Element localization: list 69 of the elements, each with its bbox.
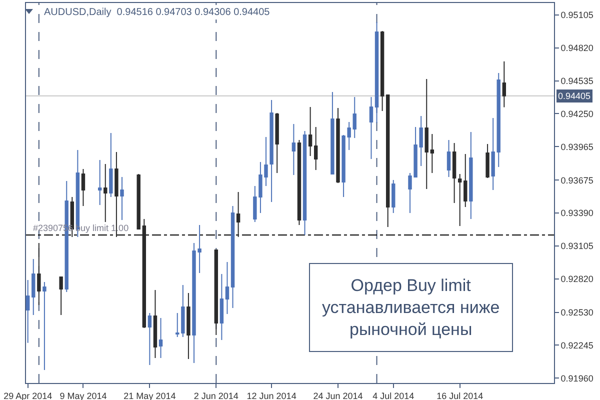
candlestick xyxy=(458,174,462,226)
candlestick xyxy=(220,274,224,341)
candlestick xyxy=(81,168,86,206)
candlestick xyxy=(464,154,468,208)
annotation: Ордер Buy limit устанавливается ниже рыночной цены xyxy=(322,276,500,340)
candlestick xyxy=(59,276,63,316)
candlestick xyxy=(214,249,218,336)
candlestick xyxy=(452,142,456,204)
candlestick xyxy=(502,60,506,108)
candlestick xyxy=(153,290,158,358)
candlestick xyxy=(374,22,379,124)
candlestick xyxy=(380,30,384,112)
x-tick-label: 2 Jun 2014 xyxy=(194,390,238,400)
y-tick-label: 0.91960 xyxy=(560,373,594,384)
candlestick xyxy=(430,134,434,174)
x-tick-label: 12 Jun 2014 xyxy=(246,390,296,400)
candlestick xyxy=(225,261,230,314)
y-tick-label: 0.93675 xyxy=(560,175,594,186)
x-tick-label: 4 Jul 2014 xyxy=(372,390,414,400)
candlestick xyxy=(26,280,30,344)
y-tick-label: 0.92820 xyxy=(560,274,594,284)
chart-title: AUDUSD,Daily 0.94516 0.94703 0.94306 0.94405 xyxy=(44,7,270,18)
candlestick xyxy=(275,112,279,174)
candlestick xyxy=(148,312,152,366)
candlestick xyxy=(369,96,374,160)
candlestick xyxy=(37,242,41,306)
candlestick xyxy=(446,140,451,178)
candlestick xyxy=(98,160,102,206)
candlestick xyxy=(236,192,240,238)
candlestick xyxy=(42,281,46,370)
candlestick xyxy=(104,163,108,223)
candlestick xyxy=(136,174,140,230)
y-tick-label: 0.93105 xyxy=(560,241,594,252)
y-tick-label: 0.94820 xyxy=(560,43,594,54)
candlestick xyxy=(469,131,473,220)
candlestick xyxy=(158,317,163,358)
candlestick xyxy=(176,312,180,338)
candlestick xyxy=(181,284,185,338)
candlestick xyxy=(186,292,190,360)
y-tick-label: 0.94535 xyxy=(560,76,594,86)
candlestick xyxy=(352,96,356,138)
candlestick xyxy=(230,205,235,308)
candlestick xyxy=(297,140,302,226)
candlestick xyxy=(109,132,113,198)
y-tick-label: 0.92530 xyxy=(560,307,594,318)
candlestick xyxy=(486,143,490,179)
candlestick xyxy=(392,180,396,214)
candlestick xyxy=(314,126,318,170)
candlestick xyxy=(336,107,340,184)
y-tick-label: 0.95105 xyxy=(560,10,594,20)
candlestick xyxy=(302,130,307,236)
candlestick xyxy=(496,72,500,168)
candlestick xyxy=(386,94,390,228)
candlestick xyxy=(491,118,495,191)
candlestick xyxy=(292,124,296,176)
x-tick-label: 24 Jun 2014 xyxy=(313,390,363,400)
candlestick xyxy=(270,99,274,202)
candlestick xyxy=(330,92,334,175)
y-tick-label: 0.94250 xyxy=(560,108,594,119)
candlestick xyxy=(120,176,124,220)
candlestick xyxy=(308,106,312,156)
y-tick-label: 0.93965 xyxy=(560,142,594,152)
ref-line-label: 0.94405 xyxy=(558,91,591,101)
y-tick-label: 0.92245 xyxy=(560,340,594,350)
y-tick-label: 0.93390 xyxy=(560,208,594,218)
candlestick xyxy=(142,218,146,329)
candlestick xyxy=(32,258,36,316)
candlestick xyxy=(424,78,428,190)
x-tick-label: 16 Jul 2014 xyxy=(436,390,484,400)
